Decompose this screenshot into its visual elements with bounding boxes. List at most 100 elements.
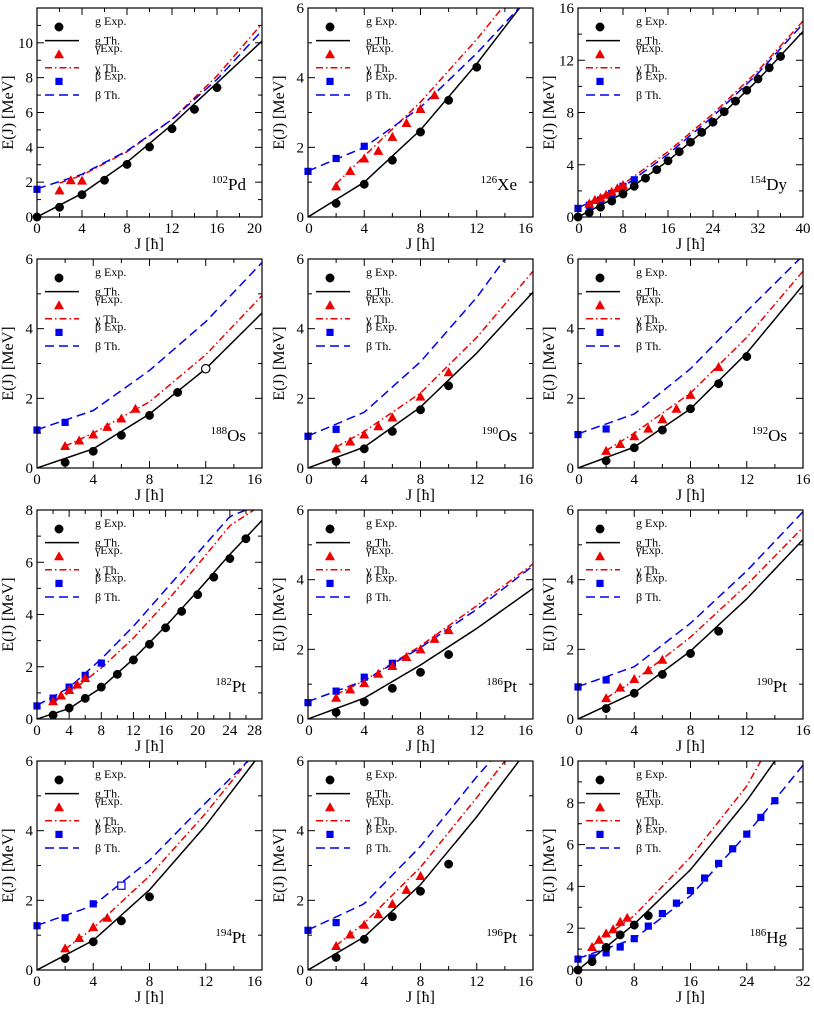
y-tick-label: 0 — [297, 712, 305, 728]
nucleus-symbol: Pt — [232, 677, 246, 696]
data-point-gexp — [177, 606, 187, 616]
data-point-gexp — [88, 446, 98, 456]
legend-label-gth: g Th. — [95, 787, 120, 801]
legend-marker-gexp — [54, 273, 64, 283]
y-tick-label: 0 — [567, 712, 575, 728]
data-point-yexp — [594, 934, 605, 944]
data-point-gexp — [764, 63, 774, 73]
legend-marker-bexp — [326, 579, 334, 587]
legend-label-gexp: g Exp. — [636, 265, 667, 279]
x-tick-label: 24 — [739, 974, 755, 990]
x-tick-label: 12 — [198, 472, 213, 488]
nucleus-label: 190Pt — [756, 676, 787, 696]
nucleus-label: 102Pd — [212, 174, 247, 194]
y-tick-label: 4 — [297, 322, 305, 338]
data-point-gexp — [641, 173, 650, 183]
panel-xe126: 0 4 8 12 16 0 2 4 6 J [ħ] E(J) [MeV] g Exp. g Th.γEx… — [271, 1, 534, 253]
data-point-gexp — [88, 937, 98, 947]
data-point-gexp — [331, 953, 341, 962]
data-point-yexp — [72, 679, 83, 689]
legend-label-yexp: γExp. — [635, 543, 664, 557]
data-point-yexp — [401, 651, 412, 661]
nucleus-mass: 196 — [486, 927, 503, 939]
data-point-gexp — [686, 404, 695, 414]
data-point-gexp — [212, 83, 222, 93]
data-point-yexp — [88, 922, 99, 932]
data-point-yexp — [74, 435, 85, 445]
y-axis-title: E(J) [MeV] — [0, 75, 17, 149]
x-tick-label: 12 — [469, 974, 484, 990]
data-point-yexp — [77, 175, 87, 185]
data-point-yexp — [415, 391, 426, 401]
x-axis-title: J [ħ] — [676, 989, 705, 1006]
nucleus-symbol: Pt — [773, 677, 787, 696]
data-point-gexp — [657, 425, 667, 435]
data-point-gexp — [416, 405, 425, 415]
series-line-gth — [308, 761, 520, 970]
data-point-yexp — [629, 431, 640, 441]
legend-label-yth: γ Th. — [365, 563, 391, 577]
legend: g Exp. g Th.γExp. γ Th.β Exp. β Th. — [586, 767, 667, 855]
legend: g Exp. g Th.γExp. γ Th.β Exp. β Th. — [586, 516, 667, 604]
legend-label-bth: β Th. — [95, 88, 120, 102]
x-tick-label: 16 — [796, 472, 812, 488]
legend-label-gth: g Th. — [95, 34, 120, 48]
series-line-bth — [308, 259, 506, 437]
legend-marker-bexp — [326, 77, 334, 85]
data-point-yexp — [429, 633, 440, 643]
data-point-gexp — [193, 590, 203, 600]
data-point-yexp — [657, 654, 668, 664]
series-line-bth — [308, 761, 492, 931]
x-tick-label: 0 — [305, 472, 313, 488]
data-point-bexp — [630, 935, 638, 943]
x-axis-title: J [ħ] — [406, 236, 435, 253]
x-tick-label: 8 — [146, 472, 154, 488]
legend-marker-bexp — [596, 328, 604, 336]
y-tick-label: 4 — [567, 879, 575, 895]
legend-label-bth: β Th. — [366, 88, 391, 102]
series-line-yth — [335, 8, 504, 185]
legend-label-gexp: g Exp. — [366, 14, 397, 28]
panel-pt186: 0 4 8 12 16 0 2 4 6 J [ħ] E(J) [MeV] g Exp. g Th.γEx… — [271, 503, 534, 755]
legend-label-yth: γ Th. — [94, 814, 120, 828]
data-point-yexp — [387, 661, 398, 671]
legend-label-yth: γ Th. — [365, 61, 391, 75]
x-tick-label: 12 — [198, 974, 213, 990]
x-tick-label: 20 — [190, 723, 205, 739]
data-point-bexp — [743, 830, 751, 838]
y-tick-label: 6 — [567, 838, 575, 854]
data-point-yexp — [345, 166, 356, 176]
legend-marker-yexp — [54, 802, 64, 812]
data-point-yexp — [415, 104, 426, 114]
y-tick-label: 2 — [26, 175, 34, 191]
data-point-gexp — [657, 669, 667, 679]
y-tick-label: 0 — [26, 210, 34, 226]
legend-label-gth: g Th. — [636, 787, 661, 801]
series-line-yth — [335, 761, 506, 947]
x-axis-title: J [ħ] — [135, 487, 164, 504]
data-point-yexp — [401, 117, 412, 127]
data-point-yexp — [130, 403, 141, 413]
data-point-bexp — [686, 886, 695, 895]
y-tick-label: 0 — [567, 963, 575, 979]
x-tick-label: 12 — [739, 472, 754, 488]
series-line-gth — [37, 761, 256, 970]
legend: g Exp. g Th.γExp. γ Th.β Exp. β Th. — [45, 767, 126, 855]
panel-pt194: 0 4 8 12 16 0 2 4 6 J [ħ] E(J) [MeV] g Exp. g Th.γEx… — [0, 754, 263, 1006]
panel-pt190: 0 4 8 12 16 0 2 4 6 J [ħ] E(J) [MeV] g Exp. g Th.γEx… — [541, 503, 811, 755]
legend: g Exp. g Th.γExp. γ Th.β Exp. β Th. — [316, 767, 397, 855]
legend-label-bth: β Th. — [636, 841, 661, 855]
x-tick-label: 8 — [687, 723, 695, 739]
data-point-gexp — [77, 190, 87, 200]
data-point-gexp — [387, 683, 397, 693]
data-point-gexp — [116, 916, 126, 926]
legend: g Exp. g Th.γExp. γ Th.β Exp. β Th. — [586, 265, 667, 353]
data-point-gexp — [601, 456, 611, 466]
series-line-yth — [64, 761, 249, 950]
data-point-yexp — [415, 644, 426, 654]
y-tick-label: 2 — [26, 391, 34, 407]
data-point-yexp — [595, 192, 606, 202]
y-tick-label: 0 — [26, 461, 34, 477]
data-point-bexp — [771, 797, 779, 805]
